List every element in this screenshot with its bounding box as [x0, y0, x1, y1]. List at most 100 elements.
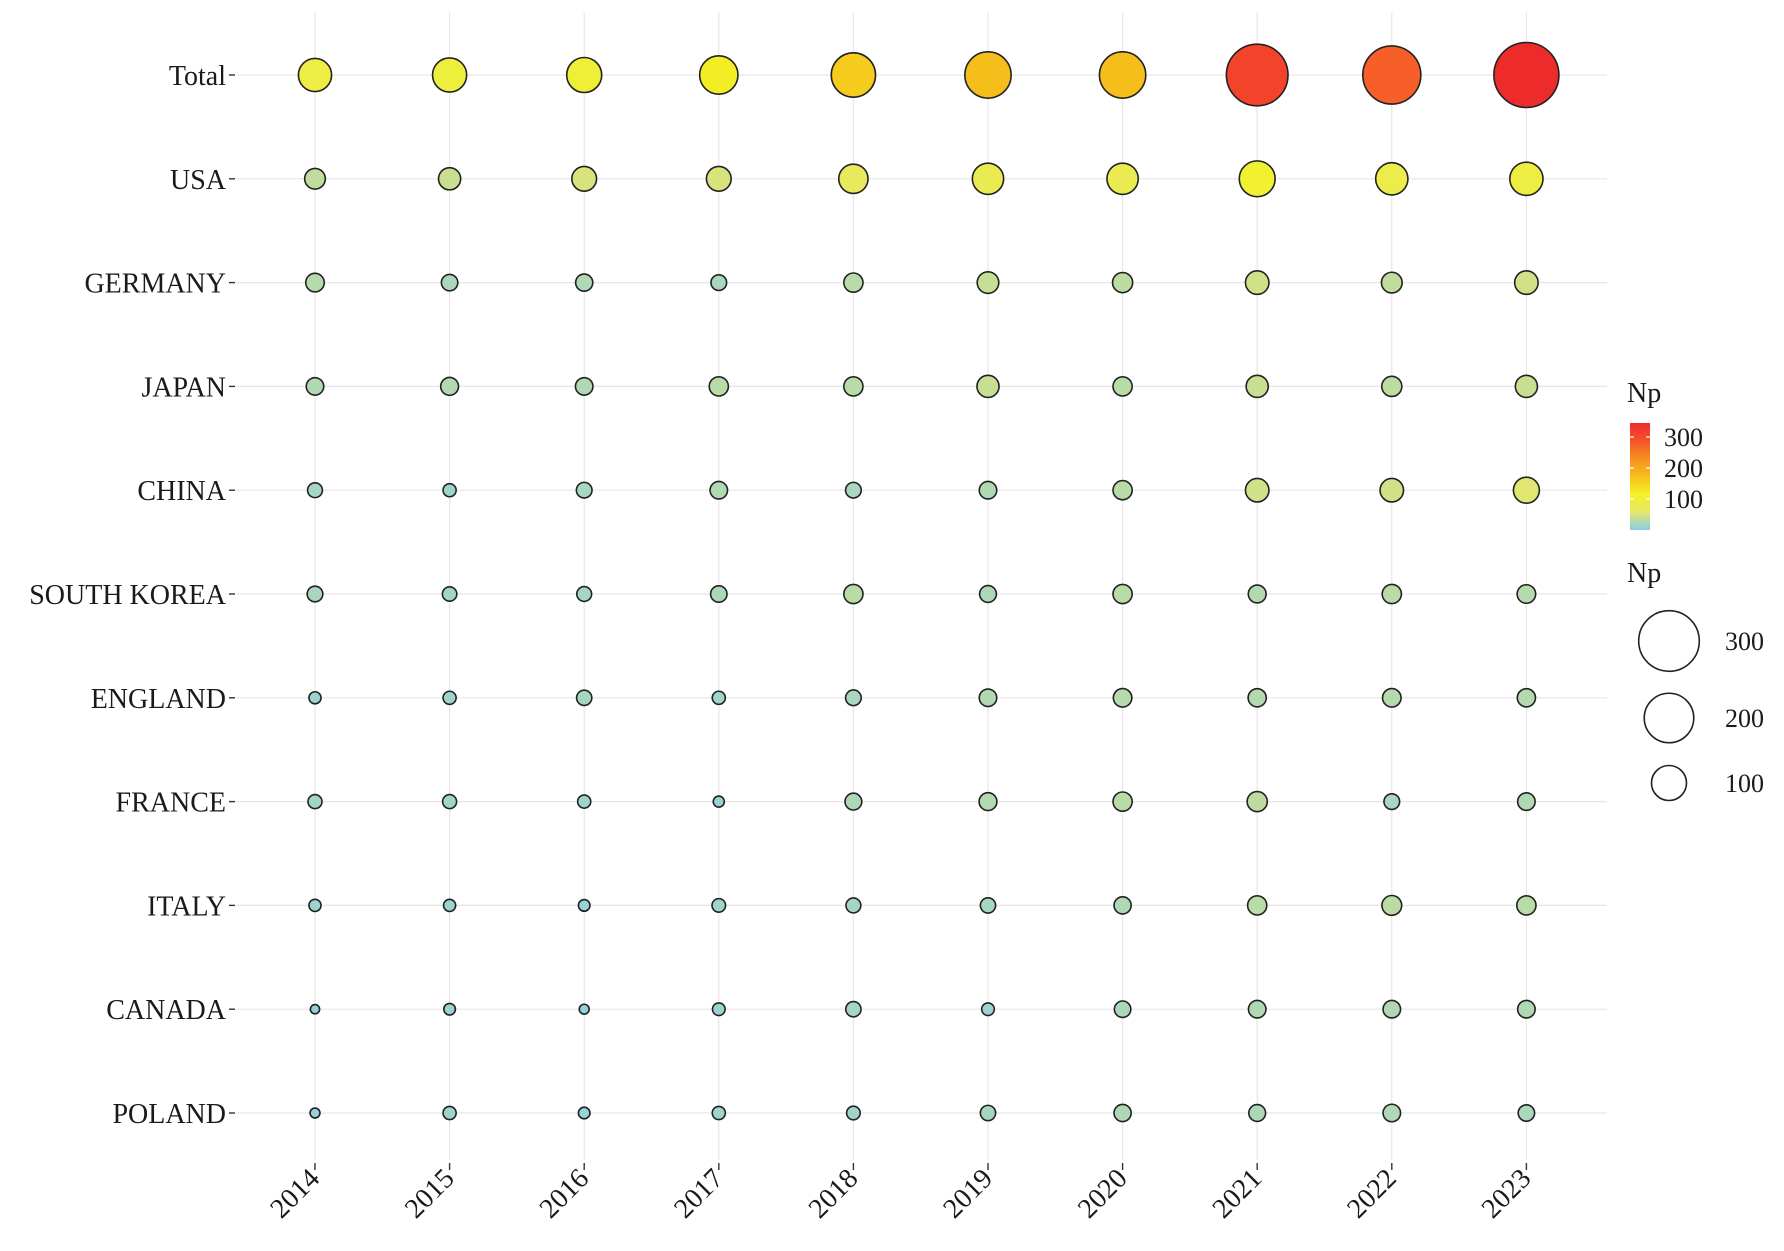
x-tick-label-2018: 2018: [803, 1163, 865, 1225]
bubble-china-2018: [844, 481, 863, 499]
bubble-france-2023: [1516, 792, 1536, 812]
bubble-england-2021: [1247, 687, 1268, 708]
x-tick-label-2019: 2019: [937, 1163, 999, 1225]
size-legend-circle-300: [1637, 609, 1701, 673]
x-tick-label-2021: 2021: [1207, 1163, 1269, 1225]
bubble-canada-2023: [1516, 999, 1536, 1019]
bubble-england-2016: [575, 689, 593, 707]
bubbles: [297, 41, 1560, 1123]
bubble-japan-2014: [305, 376, 325, 396]
bubble-germany-2022: [1380, 271, 1403, 294]
bubble-japan-2015: [439, 376, 460, 397]
bubble-south-korea-2023: [1516, 583, 1537, 605]
bubble-canada-2021: [1247, 999, 1267, 1019]
x-tick-label-2017: 2017: [668, 1163, 730, 1225]
bubble-italy-2021: [1246, 895, 1268, 916]
bubble-germany-2016: [574, 273, 594, 292]
bubble-england-2018: [844, 689, 863, 707]
bubble-poland-2018: [845, 1105, 861, 1121]
y-tick-label-usa: USA: [170, 165, 227, 196]
bubble-usa-2023: [1509, 161, 1544, 197]
bubble-south-korea-2022: [1381, 583, 1403, 605]
x-tick-label-2016: 2016: [534, 1163, 596, 1225]
bubble-total-2022: [1361, 45, 1422, 105]
bubble-poland-2017: [711, 1105, 727, 1121]
bubble-france-2020: [1112, 791, 1133, 812]
bubble-total-2014: [297, 57, 333, 93]
bubble-canada-2015: [443, 1002, 457, 1016]
bubble-china-2023: [1512, 476, 1541, 504]
bubble-england-2023: [1516, 687, 1537, 708]
bubble-total-2016: [565, 56, 603, 94]
bubble-france-2022: [1383, 792, 1401, 811]
bubble-china-2022: [1379, 477, 1405, 503]
bubble-italy-2023: [1516, 895, 1537, 916]
bubble-japan-2021: [1245, 374, 1270, 399]
bubble-germany-2019: [976, 271, 1000, 295]
bubble-italy-2019: [979, 896, 997, 914]
bubble-italy-2017: [711, 897, 727, 913]
y-tick-label-canada: CANADA: [106, 995, 227, 1026]
bubble-france-2019: [978, 791, 998, 812]
y-tick-label-italy: ITALY: [147, 891, 226, 922]
bubble-total-2018: [830, 52, 877, 98]
bubble-germany-2017: [710, 273, 728, 292]
bubble-germany-2020: [1111, 271, 1134, 294]
bubble-total-2017: [698, 55, 739, 95]
bubble-italy-2020: [1113, 896, 1132, 915]
size-legend-circle-200: [1643, 692, 1695, 744]
bubble-japan-2020: [1112, 376, 1133, 397]
bubble-poland-2020: [1113, 1103, 1132, 1123]
bubble-france-2016: [576, 794, 592, 809]
bubble-poland-2015: [442, 1105, 457, 1121]
y-tick-label-total: Total: [169, 61, 226, 92]
color-legend-bar: [1630, 423, 1650, 530]
color-legend-title: Np: [1627, 378, 1661, 409]
bubble-total-2020: [1098, 51, 1147, 99]
bubble-china-2016: [575, 481, 593, 499]
bubble-england-2019: [978, 688, 998, 708]
bubble-canada-2018: [844, 1000, 862, 1018]
size-legend-label-100: 100: [1725, 769, 1764, 798]
bubble-china-2017: [709, 480, 729, 500]
bubble-japan-2018: [843, 376, 864, 397]
bubble-canada-2019: [980, 1002, 996, 1017]
bubble-china-2014: [306, 481, 324, 499]
y-tick-label-china: CHINA: [137, 476, 226, 507]
x-axis: 2014 2015 2016 2017 2018 2019 2020 2021 2022 2023: [264, 1163, 1537, 1225]
bubble-italy-2022: [1381, 894, 1403, 917]
bubble-japan-2022: [1380, 375, 1403, 398]
bubble-japan-2023: [1514, 374, 1539, 399]
bubble-south-korea-2021: [1247, 584, 1267, 604]
bubble-japan-2016: [574, 376, 594, 396]
bubble-south-korea-2019: [978, 584, 998, 604]
bubble-japan-2017: [708, 376, 730, 397]
bubble-canada-2014: [309, 1003, 321, 1015]
bubble-japan-2019: [976, 374, 1000, 399]
bubble-south-korea-2016: [575, 585, 593, 603]
y-tick-label-germany: GERMANY: [84, 269, 226, 300]
bubble-germany-2021: [1244, 270, 1270, 296]
bubble-france-2021: [1246, 790, 1269, 813]
bubble-china-2019: [978, 480, 998, 500]
bubble-canada-2016: [578, 1003, 590, 1015]
bubble-poland-2014: [309, 1107, 321, 1119]
bubble-italy-2016: [577, 898, 591, 913]
color-legend-label-100: 100: [1664, 485, 1703, 514]
bubble-germany-2023: [1513, 270, 1539, 296]
y-tick-label-poland: POLAND: [112, 1099, 226, 1130]
bubble-poland-2022: [1382, 1103, 1402, 1123]
bubble-total-2015: [431, 57, 468, 93]
bubble-usa-2019: [971, 162, 1005, 196]
bubble-usa-2021: [1238, 160, 1276, 198]
y-tick-label-england: ENGLAND: [91, 684, 226, 715]
bubble-poland-2021: [1248, 1103, 1267, 1123]
bubble-england-2020: [1112, 687, 1133, 708]
bubble-poland-2016: [577, 1106, 591, 1120]
bubble-china-2020: [1112, 479, 1133, 501]
bubble-usa-2014: [303, 167, 327, 190]
bubble-poland-2023: [1517, 1103, 1536, 1123]
bubble-usa-2016: [571, 165, 598, 192]
